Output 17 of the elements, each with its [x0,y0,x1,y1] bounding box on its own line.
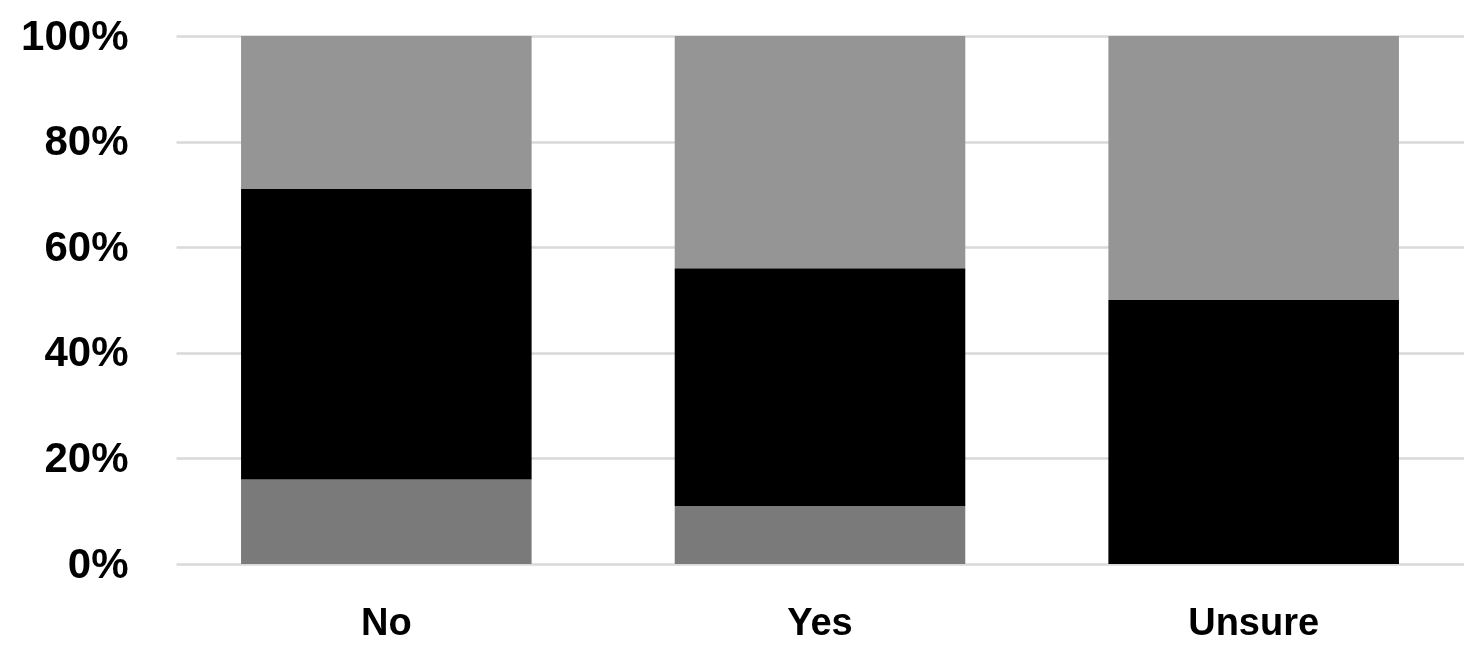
bar [1108,36,1399,300]
x-tick-label: Yes [787,600,853,643]
y-tick-label: 60% [44,222,129,270]
bar [674,36,966,269]
y-tick-label: 0% [67,539,129,587]
bar [674,505,966,564]
x-tick-label: Unsure [1188,600,1320,643]
y-tick-label: 100% [21,11,129,59]
bar [241,189,532,480]
y-tick-label: 80% [44,117,129,165]
bar [241,36,532,190]
y-tick-label: 20% [44,433,129,481]
bar [241,479,532,564]
x-tick-label: No [361,600,412,643]
bar [674,268,966,506]
bar [1108,300,1399,564]
y-tick-label: 40% [44,328,129,376]
